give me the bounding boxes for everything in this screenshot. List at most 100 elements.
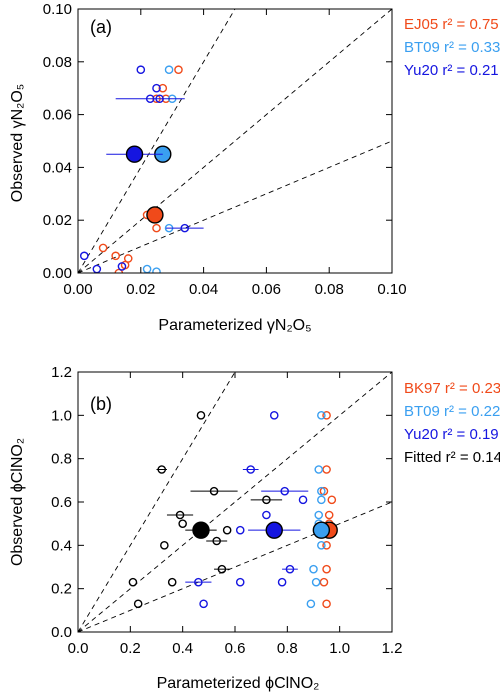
panel-b-bt09-point <box>306 599 316 609</box>
panel-a-y-tick-label: 0.08 <box>43 54 72 71</box>
panel-b-yu20-point <box>269 411 279 420</box>
panel-a-plot-frame <box>77 8 393 274</box>
panel-a-y-tick-label: 0.10 <box>43 1 72 18</box>
panel-a-legend: EJ05 r² = 0.75 BT09 r² = 0.33 Yu20 r² = … <box>404 16 500 79</box>
panel-b-x-tick-label: 1.2 <box>382 640 403 657</box>
panel-b-x-tick-label: 0.8 <box>277 640 298 657</box>
panel-b-chart: 0.0 0.2 0.4 0.6 0.8 1.0 1.2 0.0 0.2 0.4 0.6 0.8 1.0 1… <box>51 364 403 657</box>
panel-a-x-tick-label: 0.04 <box>189 281 218 298</box>
panel-b-fitted-point <box>178 519 187 528</box>
panel-b-bk97-point <box>324 510 334 520</box>
panel-b-label: (b) <box>90 394 112 414</box>
panel-b-y-tick-label: 0.6 <box>51 494 72 511</box>
panel-a-x-tick-label: 0.08 <box>315 281 344 298</box>
panel-b-bk97-point <box>327 495 337 505</box>
panel-b-fitted-mean-marker <box>192 521 210 539</box>
panel-b-bt09-point <box>314 510 324 520</box>
panel-b-bt09-point <box>317 486 326 496</box>
panel-b-xlabel: Parameterized ϕClNO₂ <box>157 675 320 692</box>
panel-b-fitted-point <box>217 564 227 574</box>
panel-b-yu20-point <box>285 564 295 574</box>
panel-b-fitted-point <box>175 510 185 520</box>
legend-b-bt09: BT09 r² = 0.22 <box>404 403 500 420</box>
panel-b-yu20-point <box>277 577 287 587</box>
panel-b-fitted-point <box>160 541 169 550</box>
panel-a-reference-line-3 <box>78 140 392 273</box>
panel-b-fitted-point <box>133 599 143 609</box>
panel-b-bk97-point <box>319 577 329 587</box>
panel-b-fitted-point <box>157 465 167 474</box>
panel-a-y-tick-label: 0.04 <box>43 159 72 176</box>
panel-b-yu20-point <box>262 510 271 520</box>
panel-b-bt09-point <box>317 411 326 420</box>
panel-a-ej05-point <box>174 65 183 75</box>
legend-b-fitted: Fitted r² = 0.14 <box>404 449 500 466</box>
legend-a-ej05: EJ05 r² = 0.75 <box>404 16 499 33</box>
panel-a-yu20-point <box>117 262 127 271</box>
legend-b-yu20: Yu20 r² = 0.19 <box>404 426 499 443</box>
panel-b-reference-line-1 <box>78 372 236 632</box>
panel-a-y-tick-label: 0.02 <box>43 212 72 229</box>
panel-b-yu20-point <box>246 465 255 474</box>
panel-a-ej05-point <box>152 223 161 233</box>
panel-a-x-tick-label: 0.06 <box>252 281 281 298</box>
panel-a-ej05-point <box>111 251 120 261</box>
panel-a-yu20-point <box>152 83 161 93</box>
panel-a-ej05-point <box>123 254 133 263</box>
panel-a-yu20-point <box>145 94 155 104</box>
panel-b-x-tick-label: 0.0 <box>68 640 89 657</box>
panel-b-bt09-mean-marker <box>312 521 331 539</box>
panel-b-yu20-point <box>199 599 208 609</box>
panel-b-yu20-point <box>235 577 245 587</box>
panel-a-bt09-point <box>164 65 174 75</box>
legend-a-bt09: BT09 r² = 0.33 <box>404 39 500 56</box>
panel-b-x-tick-label: 0.2 <box>120 640 141 657</box>
panel-a-x-tick-label: 0.00 <box>63 281 92 298</box>
panel-b-ylabel: Observed ϕClNO₂ <box>9 438 26 566</box>
panel-b-yu20-point <box>298 495 308 505</box>
panel-b-bk97-point <box>322 599 331 609</box>
panel-a-y-tick-label: 0.00 <box>43 265 72 282</box>
panel-b-y-tick-label: 1.2 <box>51 364 72 381</box>
panel-b-bt09-point <box>317 495 326 505</box>
panel-b-bk97-point <box>322 564 331 574</box>
panel-b-reference-line-2 <box>78 372 392 632</box>
panel-b-y-tick-label: 0.8 <box>51 451 72 468</box>
panel-a-ej05-mean-marker <box>146 206 164 224</box>
panel-a-yu20-point <box>79 251 89 261</box>
panel-a-chart: 0.00 0.02 0.04 0.06 0.08 0.10 0.00 0.02 0.04 0.06… <box>43 1 407 298</box>
panel-a-yu20-mean-marker <box>125 145 144 163</box>
panel-b-fitted-point <box>222 525 232 535</box>
legend-b-bk97: BK97 r² = 0.23 <box>404 380 500 397</box>
panel-b-y-tick-label: 1.0 <box>51 407 72 424</box>
panel-b-bt09-point <box>317 541 326 550</box>
panel-b-fitted-point <box>196 411 206 420</box>
panel-b-yu20-point <box>194 577 203 587</box>
panel-a-xlabel: Parameterized γN₂O₅ <box>158 317 311 334</box>
panel-a-reference-line-1 <box>78 9 236 273</box>
panel-a-y-tick-label: 0.06 <box>43 107 72 124</box>
panel-b-bk97-point <box>322 411 331 420</box>
panel-b-bk97-point <box>322 465 331 474</box>
panel-a-ej05-point <box>158 83 168 93</box>
panel-b-y-tick-label: 0.4 <box>51 537 72 554</box>
panel-b-fitted-point <box>262 495 271 505</box>
panel-b-bk97-point <box>322 541 331 550</box>
panel-b-bt09-point <box>311 577 321 587</box>
panel-a-label: (a) <box>90 17 112 37</box>
panel-b-y-tick-label: 0.2 <box>51 581 72 598</box>
panel-a-reference-line-2 <box>78 9 392 273</box>
panel-b-x-tick-label: 1.0 <box>329 640 350 657</box>
panel-b-legend: BK97 r² = 0.23 BT09 r² = 0.22 Yu20 r² = … <box>404 380 500 466</box>
panel-a-bt09-point <box>142 264 152 273</box>
legend-a-yu20: Yu20 r² = 0.21 <box>404 62 499 79</box>
panel-b-x-tick-label: 0.4 <box>172 640 193 657</box>
panel-b-fitted-point <box>128 577 138 587</box>
panel-b-yu20-point <box>280 486 290 496</box>
panel-b-yu20-mean-marker <box>265 521 283 539</box>
panel-a-bt09-point <box>152 267 161 273</box>
panel-b-bk97-point <box>319 486 329 496</box>
panel-a-yu20-point <box>155 94 164 104</box>
panel-a-ej05-point <box>98 243 108 253</box>
